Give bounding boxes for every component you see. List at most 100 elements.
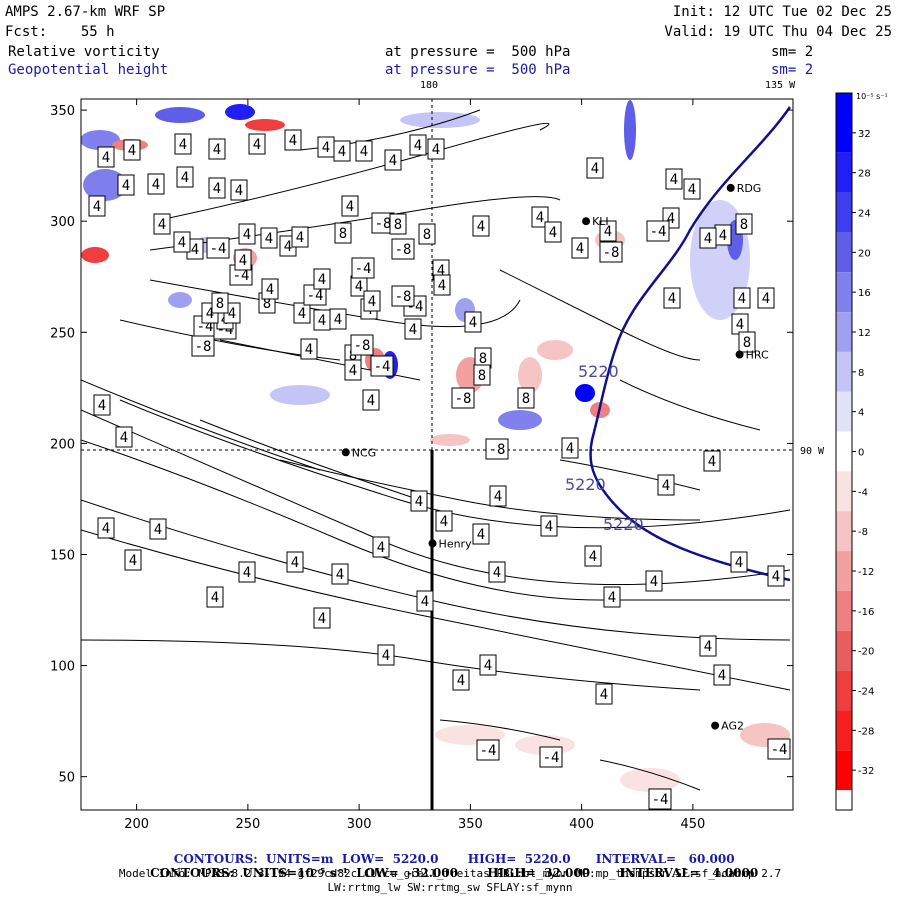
vorticity-label-text: 8 <box>216 296 224 312</box>
field2-smooth: sm= 2 <box>771 62 814 78</box>
vorticity-label: 4 <box>234 249 252 271</box>
vorticity-label-box <box>313 607 331 629</box>
vorticity-label-box <box>123 139 141 161</box>
vorticity-labels: -8-4-4444884444-4-4444484-4-8-4-844-4444… <box>88 129 791 810</box>
colorbar-label: 4 <box>858 408 864 419</box>
vorticity-label-text: 8 <box>339 226 347 242</box>
colorbar-swatch <box>836 152 852 193</box>
vorticity-label-box <box>586 157 604 179</box>
x-tick-label: 400 <box>569 817 594 832</box>
vorticity-label-box <box>291 226 309 248</box>
vorticity-label-box <box>595 683 613 705</box>
field2-name: Geopotential height <box>8 62 169 78</box>
vorticity-label-text: 4 <box>566 441 574 457</box>
vorticity-label-box <box>451 387 475 409</box>
vorticity-label-text: 4 <box>772 569 780 585</box>
vorticity-label-box <box>147 173 165 195</box>
colorbar-label: -20 <box>858 647 874 658</box>
vorticity-label: 4 <box>657 474 675 496</box>
vorticity-label-text: 4 <box>477 219 485 235</box>
vorticity-label: -4 <box>646 220 670 242</box>
vorticity-label: 8 <box>473 364 491 386</box>
vorticity-label: 4 <box>377 644 395 666</box>
vorticity-label: -8 <box>451 387 475 409</box>
colorbar-label: 24 <box>858 209 871 220</box>
vorticity-label-box <box>665 168 683 190</box>
vorticity-label: 4 <box>599 220 617 242</box>
vorticity-label: 4 <box>713 664 731 686</box>
footer-height-contours: CONTOURS: UNITS=m LOW= 5220.0 HIGH= 5220… <box>0 838 900 866</box>
vorticity-label: 4 <box>286 551 304 573</box>
vorticity-label-text: 4 <box>738 291 746 307</box>
vorticity-label: 4 <box>464 311 482 333</box>
vorticity-label-box <box>713 664 731 686</box>
vorticity-label-text: 4 <box>318 313 326 329</box>
vorticity-label: 4 <box>540 515 558 537</box>
vorticity-label-box <box>313 268 331 290</box>
vorticity-label-text: 4 <box>154 522 162 538</box>
vorticity-label-text: 8 <box>478 368 486 384</box>
vorticity-label-text: 4 <box>98 398 106 414</box>
vorticity-label: 4 <box>571 237 589 259</box>
init-time: Init: 12 UTC Tue 02 Dec 25 <box>672 4 892 20</box>
vorticity-label: 4 <box>733 287 751 309</box>
vorticity-label-text: 4 <box>536 210 544 226</box>
vorticity-label-box <box>391 238 415 260</box>
vorticity-label-text: 4 <box>266 282 274 298</box>
colorbar-label: 16 <box>858 288 871 299</box>
vorticity-label-text: 8 <box>522 391 530 407</box>
vorticity-label-text: 8 <box>423 227 431 243</box>
colorbar-swatch <box>836 431 852 472</box>
colorbar-label: -28 <box>858 726 874 737</box>
vorticity-label-text: 4 <box>243 227 251 243</box>
vorticity-label-text: -8 <box>395 289 412 305</box>
vorticity-label: 4 <box>433 274 451 296</box>
vorticity-label-text: 4 <box>469 315 477 331</box>
vorticity-label: 4 <box>313 607 331 629</box>
vorticity-label-text: 4 <box>318 611 326 627</box>
colorbar-swatch <box>836 630 852 671</box>
vorticity-label-text: 4 <box>650 574 658 590</box>
station-label: Henry <box>439 537 473 550</box>
vorticity-label: 4 <box>427 138 445 160</box>
vorticity-label: 4 <box>404 318 422 340</box>
vorticity-label-box <box>230 179 248 201</box>
vorticity-label-box <box>561 437 579 459</box>
vorticity-label: 4 <box>97 146 115 168</box>
colorbar-units: 10⁻⁵ s⁻¹ <box>856 92 888 101</box>
vorticity-label-box <box>363 290 381 312</box>
vorticity-label-text: 4 <box>322 140 330 156</box>
footer1-units: UNITS=m <box>266 852 334 866</box>
colorbar-label: -12 <box>858 567 874 578</box>
vorticity-label-text: 4 <box>604 224 612 240</box>
vorticity-label-box <box>355 140 373 162</box>
vorticity-label-box <box>584 545 602 567</box>
vorticity-label-box <box>767 565 785 587</box>
colorbar: 32 28 24 20 16 12 8 4 0 -4 -8 -12 -16 -20 -24 -28 -32 10⁻… <box>835 92 888 811</box>
vorticity-label: 8 <box>334 222 352 244</box>
vorticity-label-text: 4 <box>438 278 446 294</box>
vorticity-label-text: -4 <box>233 268 250 284</box>
vorticity-label-box <box>248 133 266 155</box>
vorticity-label-box <box>211 292 229 314</box>
vorticity-label-text: 4 <box>211 590 219 606</box>
vorticity-label: 4 <box>767 565 785 587</box>
vorticity-label-box <box>391 285 415 307</box>
footer2-low: LOW= -32.000 <box>356 866 458 880</box>
vorticity-label-box <box>416 590 434 612</box>
vorticity-label-text: 4 <box>355 279 363 295</box>
vorticity-label-box <box>699 635 717 657</box>
vorticity-label: 8 <box>389 213 407 235</box>
vorticity-label-box <box>293 302 311 324</box>
vorticity-label: 4 <box>531 206 549 228</box>
vorticity-label-text: 4 <box>296 230 304 246</box>
colorbar-label: -24 <box>858 687 874 698</box>
vorticity-label: 4 <box>586 157 604 179</box>
vorticity-label: 4 <box>384 149 402 171</box>
vorticity-label-box <box>735 213 753 235</box>
vorticity-label-box <box>384 149 402 171</box>
y-tick-label: 200 <box>50 437 75 452</box>
vorticity-label-text: 4 <box>377 540 385 556</box>
footer2-contours: CONTOURS: <box>150 866 235 880</box>
vorticity-label-text: 4 <box>191 242 199 258</box>
